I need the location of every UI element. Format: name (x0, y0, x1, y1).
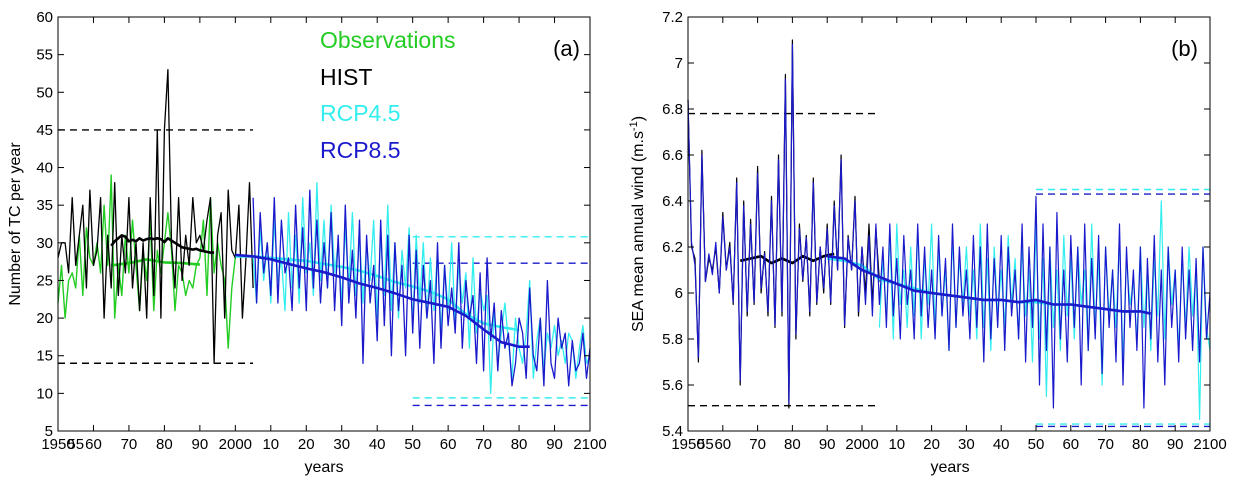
panel-a-x-tick-label: 10 (262, 436, 279, 453)
panel-a-series-rcp4-5 (252, 181, 591, 395)
panel-b-x-tick-label: 10 (888, 436, 905, 453)
panel-a-y-tick-label: 10 (36, 385, 53, 402)
panel-a-x-tick-label: 30 (333, 436, 350, 453)
panel-b-y-axis-label-main: SEA mean annual wind (m.s (630, 131, 647, 332)
panel-a-x-tick-label: 1950 (41, 436, 74, 453)
panel-a-y-tick-label: 20 (36, 310, 53, 327)
panel-a-x-tick-label: 2100 (573, 436, 606, 453)
panel-a-y-tick-label: 60 (36, 9, 53, 26)
panel-a-y-tick-label: 40 (36, 160, 53, 177)
panel-a-series-rcp4-5-11-yr-mean (235, 255, 520, 332)
panel-a-series-rcp8-5-11-yr-mean (235, 253, 530, 349)
panel-b-plot-area (688, 17, 1210, 431)
panel-b-y-tick-label: 6.4 (662, 193, 683, 210)
panel-a-y-tick-label: 15 (36, 348, 53, 365)
panel-a-x-tick-label: 70 (121, 436, 138, 453)
panel-b-y-tick-label: 5.4 (662, 423, 683, 440)
panel-b-x-tick-label: 2000 (845, 436, 878, 453)
legend: Observations HIST RCP4.5 RCP8.5 (320, 27, 456, 163)
panel-a-y-tick-label: 5 (45, 423, 53, 440)
panel-b-x-tick-label: 55 (697, 436, 714, 453)
panel-b-y-tick-label: 5.8 (662, 331, 683, 348)
legend-rcp45: RCP4.5 (320, 100, 401, 126)
panel-b-x-tick-label: 70 (749, 436, 766, 453)
panel-b-x-tick-label: 90 (819, 436, 836, 453)
panel-b-x-tick-label: 60 (714, 436, 731, 453)
panel-b-x-tick-label: 90 (1167, 436, 1184, 453)
panel-b-y-tick-label: 6.8 (662, 101, 683, 118)
panel-b-x-tick-label: 50 (1028, 436, 1045, 453)
panel-b-y-tick-label: 6.2 (662, 239, 683, 256)
panel-b-series-rcp8-5 (687, 43, 1211, 409)
panel-b-x-tick-label: 80 (784, 436, 801, 453)
panel-b-x-tick-label: 2100 (1193, 436, 1226, 453)
panel-a-y-tick-label: 25 (36, 272, 53, 289)
panel-b-y-axis-label-superscript: -1 (628, 121, 640, 131)
panel-b-axes-frame (687, 16, 1211, 432)
panel-b-series-rcp8-5-11-yr-mean (827, 254, 1152, 315)
panel-b-y-axis-label: SEA mean annual wind (m.s-1) (628, 116, 647, 332)
panel-a-x-tick-label: 55 (67, 436, 84, 453)
panel-a-x-tick-label: 80 (511, 436, 528, 453)
panel-b-y-tick-label: 5.6 (662, 377, 683, 394)
panel-a-x-tick-label: 50 (404, 436, 421, 453)
panel-b-y-axis-label-close: ) (630, 116, 647, 121)
panel-b-y-tick-label: 6 (675, 285, 683, 302)
panel-b-x-tick-label: 70 (1097, 436, 1114, 453)
panel-b-label: (b) (1171, 36, 1198, 61)
panel-a-y-axis-label: Number of TC per year (7, 142, 24, 306)
panel-a-x-tick-label: 20 (298, 436, 315, 453)
panel-a-x-tick-label: 60 (440, 436, 457, 453)
panel-a-y-tick-label: 55 (36, 47, 53, 64)
panel-a-x-tick-label: 90 (192, 436, 209, 453)
panel-a-x-tick-label: 80 (156, 436, 173, 453)
panel-a-x-tick-label: 60 (85, 436, 102, 453)
panel-b-y-tick-label: 7.2 (662, 9, 683, 26)
panel-a-x-tick-label: 90 (546, 436, 563, 453)
panel-a-y-tick-label: 35 (36, 197, 53, 214)
legend-rcp85: RCP8.5 (320, 137, 401, 163)
panel-b-y-tick-label: 6.6 (662, 147, 683, 164)
panel-a-y-tick-label: 45 (36, 122, 53, 139)
panel-b-x-tick-label: 80 (1132, 436, 1149, 453)
panel-b-x-axis-label: years (930, 459, 969, 476)
panel-a-series-hist-11-yr-mean (110, 234, 215, 254)
panel-a-x-tick-label: 2000 (219, 436, 252, 453)
panel-b-x-tick-label: 60 (1062, 436, 1079, 453)
panel-a-series-rcp8-5 (252, 189, 591, 387)
panel-a-x-tick-label: 40 (369, 436, 386, 453)
panel-b-x-tick-label: 1950 (671, 436, 704, 453)
panel-a-y-tick-label: 50 (36, 84, 53, 101)
panel-a-y-tick-label: 30 (36, 235, 53, 252)
legend-hist: HIST (320, 64, 372, 90)
panel-b-x-tick-label: 20 (923, 436, 940, 453)
panel-a-axes-frame (57, 16, 591, 432)
panel-a-series-hist (57, 69, 254, 364)
panel-a-x-axis-label: years (304, 459, 343, 476)
panel-b-y-tick-label: 7 (675, 55, 683, 72)
panel-b-x-tick-label: 40 (993, 436, 1010, 453)
panel-b-x-tick-label: 30 (958, 436, 975, 453)
panel-a-label: (a) (553, 36, 580, 61)
legend-observations: Observations (320, 27, 456, 53)
panel-a-x-tick-label: 70 (475, 436, 492, 453)
